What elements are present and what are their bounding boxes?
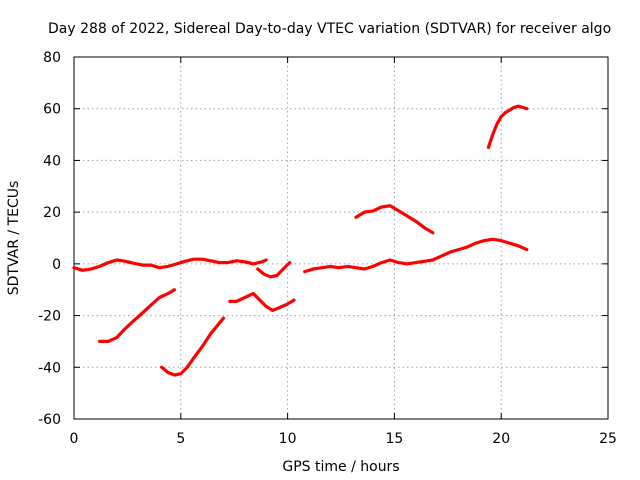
series-arc-main-1 xyxy=(72,257,268,272)
chart-title: Day 288 of 2022, Sidereal Day-to-day VTE… xyxy=(48,21,611,37)
x-tick-label: 0 xyxy=(70,431,79,447)
y-tick-label: 0 xyxy=(52,257,61,273)
y-tick-label: -60 xyxy=(38,412,61,428)
series-arc-upper-2 xyxy=(486,104,529,150)
x-tick-label: 20 xyxy=(492,431,510,447)
y-tick-label: -40 xyxy=(38,360,61,376)
series-arc-lower-1 xyxy=(97,288,176,343)
grid xyxy=(74,57,608,419)
tick-marks xyxy=(73,56,609,420)
x-tick-labels: 0 5 10 15 20 25 xyxy=(70,431,617,447)
y-tick-label: 80 xyxy=(43,50,61,66)
series-arc-lower-3 xyxy=(228,292,296,312)
series-arc-main-3 xyxy=(303,237,529,274)
series-arc-upper-1 xyxy=(354,204,435,235)
x-tick-label: 25 xyxy=(599,431,617,447)
y-tick-label: 40 xyxy=(43,153,61,169)
series-arc-lower-2 xyxy=(160,316,226,377)
x-tick-label: 5 xyxy=(176,431,185,447)
x-tick-label: 10 xyxy=(279,431,297,447)
x-tick-label: 15 xyxy=(385,431,403,447)
y-tick-label: -20 xyxy=(38,309,61,325)
y-tick-label: 60 xyxy=(43,102,61,118)
data-series xyxy=(72,104,529,377)
y-axis-label: SDTVAR / TECUs xyxy=(6,181,22,296)
y-tick-label: 20 xyxy=(43,205,61,221)
y-tick-labels: -60 -40 -20 0 20 40 60 80 xyxy=(38,50,61,428)
series-arc-main-2 xyxy=(256,261,292,279)
plot-frame xyxy=(73,56,609,420)
x-axis-label: GPS time / hours xyxy=(282,459,399,475)
